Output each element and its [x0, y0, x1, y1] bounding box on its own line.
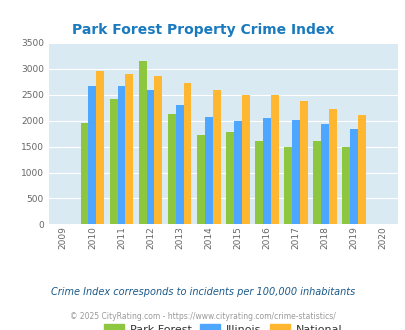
Bar [146, 90, 154, 224]
Bar [80, 123, 88, 224]
Bar [226, 132, 233, 224]
Bar [117, 86, 125, 224]
Bar [262, 117, 270, 224]
Bar [139, 60, 146, 224]
Bar [196, 135, 204, 224]
Bar [313, 142, 320, 224]
Text: Park Forest Property Crime Index: Park Forest Property Crime Index [72, 23, 333, 37]
Bar [175, 105, 183, 224]
Bar [154, 76, 162, 224]
Bar [320, 124, 328, 224]
Legend: Park Forest, Illinois, National: Park Forest, Illinois, National [104, 324, 341, 330]
Bar [167, 115, 175, 224]
Bar [183, 83, 191, 224]
Bar [241, 95, 249, 224]
Text: © 2025 CityRating.com - https://www.cityrating.com/crime-statistics/: © 2025 CityRating.com - https://www.city… [70, 312, 335, 321]
Bar [109, 99, 117, 224]
Bar [291, 120, 299, 224]
Bar [299, 101, 307, 224]
Bar [212, 89, 220, 224]
Bar [254, 142, 262, 224]
Bar [125, 74, 133, 224]
Bar [350, 129, 357, 224]
Bar [204, 116, 212, 224]
Bar [96, 71, 104, 224]
Bar [270, 95, 278, 224]
Bar [357, 115, 365, 224]
Bar [233, 121, 241, 224]
Bar [341, 147, 350, 224]
Bar [88, 86, 96, 224]
Text: Crime Index corresponds to incidents per 100,000 inhabitants: Crime Index corresponds to incidents per… [51, 287, 354, 297]
Bar [328, 109, 336, 224]
Bar [284, 147, 291, 224]
